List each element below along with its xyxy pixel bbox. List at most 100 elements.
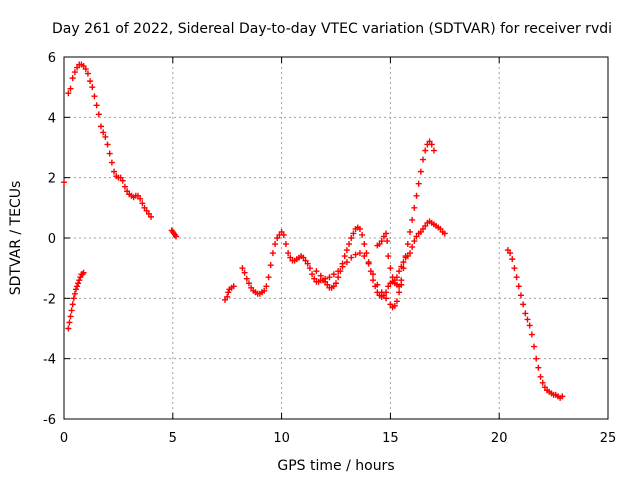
data-point — [363, 250, 370, 257]
data-point — [396, 289, 403, 296]
data-point — [248, 284, 255, 291]
data-point — [97, 123, 104, 130]
data-point — [352, 251, 359, 258]
data-point — [69, 301, 76, 308]
data-point — [278, 228, 285, 235]
y-tick-label: 4 — [48, 111, 56, 126]
data-point — [524, 316, 531, 323]
x-tick-label: 15 — [382, 431, 399, 446]
data-point — [385, 253, 392, 260]
data-point — [309, 271, 316, 278]
data-point — [426, 138, 433, 145]
data-point — [137, 195, 144, 202]
data-point — [365, 260, 372, 267]
data-point — [313, 268, 320, 275]
data-point — [265, 274, 272, 281]
data-point — [139, 200, 146, 207]
data-point — [539, 379, 546, 386]
data-point — [531, 343, 538, 350]
data-series — [61, 61, 566, 401]
data-point — [378, 238, 385, 245]
data-point — [141, 204, 148, 211]
data-point — [91, 93, 98, 100]
data-point — [343, 259, 350, 266]
data-point — [119, 177, 126, 184]
data-point — [267, 262, 274, 269]
data-point — [526, 322, 533, 329]
data-point — [413, 192, 420, 199]
data-point — [430, 147, 437, 154]
data-point — [106, 150, 113, 157]
data-point — [306, 265, 313, 272]
data-point — [415, 180, 422, 187]
data-point — [339, 263, 346, 270]
data-point — [121, 183, 128, 190]
data-point — [343, 247, 350, 254]
data-point — [420, 225, 427, 232]
data-point — [398, 263, 405, 270]
data-point — [411, 204, 418, 211]
data-point — [367, 268, 374, 275]
data-point — [409, 244, 416, 251]
y-axis-label: SDTVAR / TECUs — [8, 181, 24, 296]
data-point — [317, 272, 324, 279]
data-point — [404, 253, 411, 260]
series-s6 — [239, 224, 390, 300]
data-point — [517, 292, 524, 299]
data-point — [513, 274, 520, 281]
data-point — [82, 66, 89, 73]
data-point — [148, 213, 155, 220]
data-point — [356, 250, 363, 257]
x-axis: 0 5 10 15 20 25 — [60, 57, 616, 446]
data-point — [335, 268, 342, 275]
data-point — [145, 210, 152, 217]
data-point — [504, 247, 511, 254]
y-tick-label: 0 — [48, 232, 56, 247]
data-point — [222, 296, 229, 303]
data-point — [393, 274, 400, 281]
data-point — [422, 222, 429, 229]
data-point — [346, 241, 353, 248]
data-point — [391, 302, 398, 309]
data-point — [77, 274, 84, 281]
series-s1 — [61, 179, 67, 186]
data-point — [350, 230, 357, 237]
data-point — [528, 331, 535, 338]
data-point — [269, 250, 276, 257]
data-point — [108, 159, 115, 166]
series-s3 — [65, 269, 87, 332]
data-point — [441, 230, 448, 237]
data-point — [124, 188, 131, 195]
data-point — [65, 90, 72, 97]
data-point — [322, 275, 329, 282]
data-point — [520, 301, 527, 308]
x-tick-label: 25 — [600, 431, 617, 446]
data-point — [71, 69, 78, 76]
data-point — [396, 268, 403, 275]
y-tick-label: -6 — [43, 413, 56, 428]
data-point — [359, 231, 366, 238]
data-point — [134, 192, 141, 199]
data-point — [393, 298, 400, 305]
data-point — [69, 75, 76, 82]
chart-title: Day 261 of 2022, Sidereal Day-to-day VTE… — [52, 21, 612, 37]
data-point — [272, 241, 279, 248]
data-point — [330, 271, 337, 278]
data-point — [507, 250, 514, 257]
y-tick-label: -4 — [43, 353, 56, 368]
data-point — [406, 250, 413, 257]
data-point — [300, 254, 307, 261]
data-point — [324, 281, 331, 288]
data-point — [522, 310, 529, 317]
data-point — [404, 241, 411, 248]
x-tick-label: 0 — [60, 431, 68, 446]
data-point — [67, 85, 74, 92]
data-point — [387, 265, 394, 272]
x-tick-label: 5 — [169, 431, 177, 446]
data-point — [409, 216, 416, 223]
x-axis-label: GPS time / hours — [277, 458, 394, 474]
data-point — [100, 129, 107, 136]
data-point — [413, 233, 420, 240]
data-point — [263, 283, 270, 290]
data-point — [111, 168, 118, 175]
